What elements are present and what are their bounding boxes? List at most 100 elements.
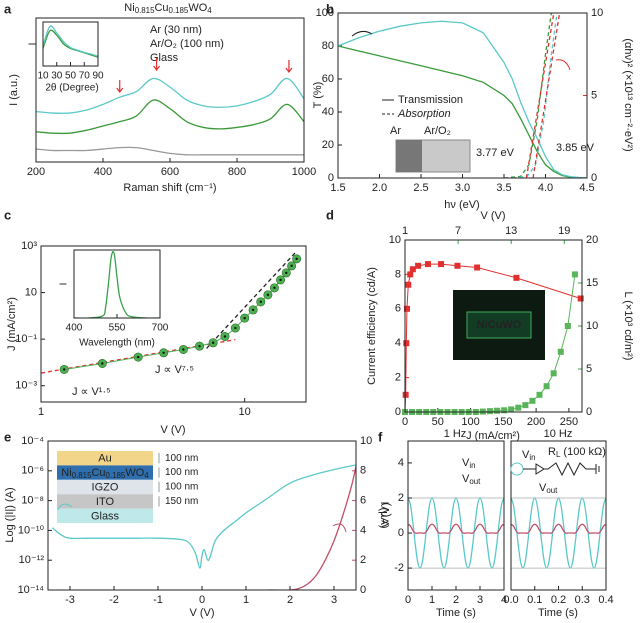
- y-tick-label: 100: [316, 7, 334, 19]
- data-point-center: [162, 351, 165, 354]
- x-tick-label: 13: [505, 225, 517, 237]
- data-point: [501, 407, 508, 414]
- data-point: [515, 404, 522, 411]
- y-tick-label: 20: [586, 234, 598, 246]
- y-tick-label: 6: [395, 303, 401, 315]
- y-tick-label: 10⁻⁶: [21, 465, 44, 477]
- y2-axis-label: (αhν)² (×10¹³ cm⁻²·eV²): [622, 38, 634, 151]
- data-point: [571, 271, 578, 278]
- panel-label: e: [4, 429, 11, 444]
- x-tick-label: 0: [199, 594, 205, 606]
- x-tick-label: -3: [65, 594, 75, 606]
- panel-label: f: [378, 429, 383, 444]
- legend-group: Ar: [390, 125, 401, 137]
- data-point-center: [266, 293, 270, 297]
- series-line: [408, 497, 504, 569]
- series-line: [206, 250, 298, 349]
- series-line: [36, 77, 304, 114]
- y-axis-label: J (mA/cm²): [6, 297, 18, 351]
- series-line: [43, 29, 98, 58]
- series-line: [511, 523, 606, 534]
- peak-arrow: [285, 60, 293, 73]
- data-point: [577, 295, 584, 302]
- panel-label: d: [326, 207, 334, 222]
- data-point-center: [243, 316, 246, 320]
- y2-axis-label: L (×10³ cd/m²): [622, 292, 634, 361]
- annotation: J ∝ V¹·⁵: [72, 386, 111, 398]
- x-tick-label: 2: [287, 594, 293, 606]
- y-tick-label: 10⁻¹: [15, 333, 37, 345]
- inset-background: [43, 22, 98, 66]
- x-tick-label: 10: [239, 406, 251, 418]
- y-tick-label: 0: [591, 172, 597, 184]
- x-tick-label: 3.5: [496, 182, 511, 194]
- series-line: [36, 99, 304, 135]
- y-axis-label: T (%): [312, 82, 324, 109]
- plot-frame: [42, 21, 99, 67]
- series-line: [36, 146, 304, 156]
- series-line: [503, 13, 552, 178]
- x-axis-label: Time (s): [436, 607, 476, 619]
- x-tick-label: 150: [494, 416, 512, 428]
- x-tick-label: 0: [405, 594, 411, 606]
- x-axis-label: Raman shift (cm⁻¹): [123, 182, 216, 194]
- data-point-center: [223, 335, 227, 338]
- x-tick-label: 200: [527, 416, 545, 428]
- y-axis-label: V (V): [380, 502, 392, 527]
- x-axis-label: Time (s): [538, 607, 578, 619]
- y-tick-label: 10: [591, 7, 603, 19]
- y-tick-label: 60: [322, 73, 334, 85]
- y-tick-label: 4: [395, 337, 401, 349]
- arrow: [555, 59, 571, 71]
- series-line: [408, 523, 504, 534]
- data-point: [424, 261, 431, 268]
- x-tick-label: 0.3: [575, 594, 590, 606]
- legend-label: Ar (30 nm): [150, 24, 202, 36]
- data-point-center: [259, 300, 263, 304]
- x-tick-label: 0.1: [527, 594, 542, 606]
- x-tick-label: 4.5: [579, 182, 594, 194]
- x-tick-label: 0.4: [598, 594, 613, 606]
- annotation: 3.85 eV: [556, 142, 595, 154]
- circuit-wire: [523, 461, 600, 477]
- x-tick-label: 50: [65, 71, 77, 82]
- x-tick-label: 2.0: [372, 182, 387, 194]
- structure-image-dark: [396, 140, 422, 172]
- x-tick-label: 400: [66, 323, 83, 334]
- y-tick-label: 8: [395, 268, 401, 280]
- x-tick-label: 3.0: [455, 182, 470, 194]
- x-tick-label: 1: [429, 594, 435, 606]
- y-axis-label: Current efficiency (cd/A): [366, 267, 378, 385]
- series-line: [43, 25, 98, 57]
- x-tick-label: 800: [228, 166, 246, 178]
- legend-label: Ar/O₂ (100 nm): [150, 38, 224, 50]
- arrow: [351, 30, 373, 37]
- data-point-center: [136, 355, 140, 359]
- x-tick-label: 19: [558, 225, 570, 237]
- data-point: [402, 391, 409, 398]
- layer: [57, 508, 153, 523]
- source-symbol: [510, 462, 524, 476]
- data-point-center: [211, 341, 215, 344]
- y-tick-label: 0: [328, 172, 334, 184]
- panel-label: c: [4, 207, 11, 222]
- series-line: [338, 20, 587, 178]
- data-point-center: [251, 308, 255, 312]
- layer-label: Au: [98, 453, 111, 465]
- x-tick-label: 1.5: [330, 182, 345, 194]
- circuit-label: Vin: [522, 449, 536, 462]
- x2-axis-label: V (V): [480, 210, 505, 222]
- data-point: [403, 305, 410, 312]
- y-tick-label: 5: [591, 89, 597, 101]
- y-tick-label: 10: [389, 234, 401, 246]
- data-point-center: [290, 264, 293, 268]
- layer-label: ITO: [96, 496, 115, 508]
- layer-thickness: 100 nm: [165, 467, 198, 478]
- arrow: [332, 523, 347, 533]
- layer-thickness: 100 nm: [165, 453, 198, 464]
- x-tick-label: 3: [477, 594, 483, 606]
- x-tick-label: 2.5: [413, 182, 428, 194]
- x-tick-label: 2: [453, 594, 459, 606]
- x-tick-label: 400: [94, 166, 112, 178]
- x-axis-label: Wavelength (nm): [79, 338, 155, 349]
